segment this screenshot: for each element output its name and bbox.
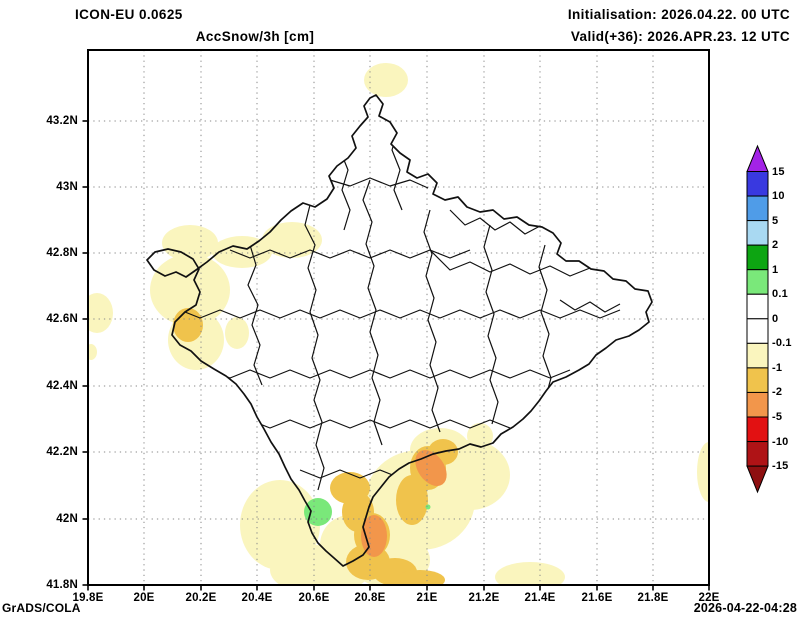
colorbar-boundary-label: 15 bbox=[772, 165, 785, 178]
lon-tick-label: 20.4E bbox=[241, 592, 273, 604]
creation-timestamp: 2026-04-22-04:28 bbox=[693, 601, 797, 615]
colorbar-boundary-label: 0 bbox=[772, 312, 779, 325]
lon-tick-label: 19.8E bbox=[72, 592, 104, 604]
lon-tick-label: 21.4E bbox=[524, 592, 556, 604]
lon-tick-label: 21.2E bbox=[468, 592, 500, 604]
colorbar-boundary-label: 2 bbox=[772, 239, 779, 252]
colorbar bbox=[746, 144, 769, 494]
lat-tick-label: 41.8N bbox=[46, 579, 78, 591]
initialisation-time: Initialisation: 2026.04.22. 00 UTC bbox=[567, 7, 790, 22]
lat-tick-label: 43N bbox=[56, 181, 78, 193]
colorbar-boundary-label: -5 bbox=[772, 411, 783, 423]
colorbar-boundary-label: -1 bbox=[772, 361, 783, 374]
lat-tick-label: 42.4N bbox=[46, 380, 78, 392]
colorbar-boundary-label: 10 bbox=[772, 190, 785, 203]
lon-tick-label: 21.6E bbox=[581, 592, 613, 604]
country-border bbox=[146, 94, 653, 567]
snow-shading-bands bbox=[88, 63, 709, 585]
lat-tick-label: 43.2N bbox=[46, 115, 78, 127]
colorbar-boundary-label: 0.1 bbox=[772, 288, 788, 301]
lon-tick-label: 20.6E bbox=[298, 592, 330, 604]
district-boundaries bbox=[179, 129, 621, 491]
lat-tick-label: 42.2N bbox=[46, 446, 78, 458]
lon-tick-label: 21.8E bbox=[637, 592, 669, 604]
lat-tick-label: 42.8N bbox=[46, 247, 78, 259]
lon-tick-label: 20.2E bbox=[185, 592, 217, 604]
grid-lines bbox=[88, 50, 709, 585]
model-title: ICON-EU 0.0625 bbox=[75, 7, 183, 22]
valid-time: Valid(+36): 2026.APR.23. 12 UTC bbox=[570, 29, 790, 44]
lon-tick-label: 20.8E bbox=[354, 592, 386, 604]
colorbar-boundary-label: 1 bbox=[772, 263, 779, 276]
plot-frame bbox=[87, 49, 710, 586]
lon-tick-label: 20E bbox=[133, 592, 155, 604]
grads-credit: GrADS/COLA bbox=[2, 601, 81, 615]
colorbar-boundary-label: -10 bbox=[772, 435, 789, 448]
colorbar-boundary-label: -15 bbox=[772, 460, 789, 473]
colorbar-boundary-label: -0.1 bbox=[772, 337, 792, 350]
map-plot bbox=[82, 49, 710, 591]
lat-tick-label: 42N bbox=[56, 513, 78, 525]
lat-tick-label: 42.6N bbox=[46, 313, 78, 325]
lon-tick-label: 21E bbox=[416, 592, 438, 604]
lon-tick-label: 22E bbox=[698, 592, 720, 604]
colorbar-boundary-label: 5 bbox=[772, 214, 779, 227]
colorbar-boundary-label: -2 bbox=[772, 386, 783, 399]
variable-title: AccSnow/3h [cm] bbox=[195, 29, 315, 44]
